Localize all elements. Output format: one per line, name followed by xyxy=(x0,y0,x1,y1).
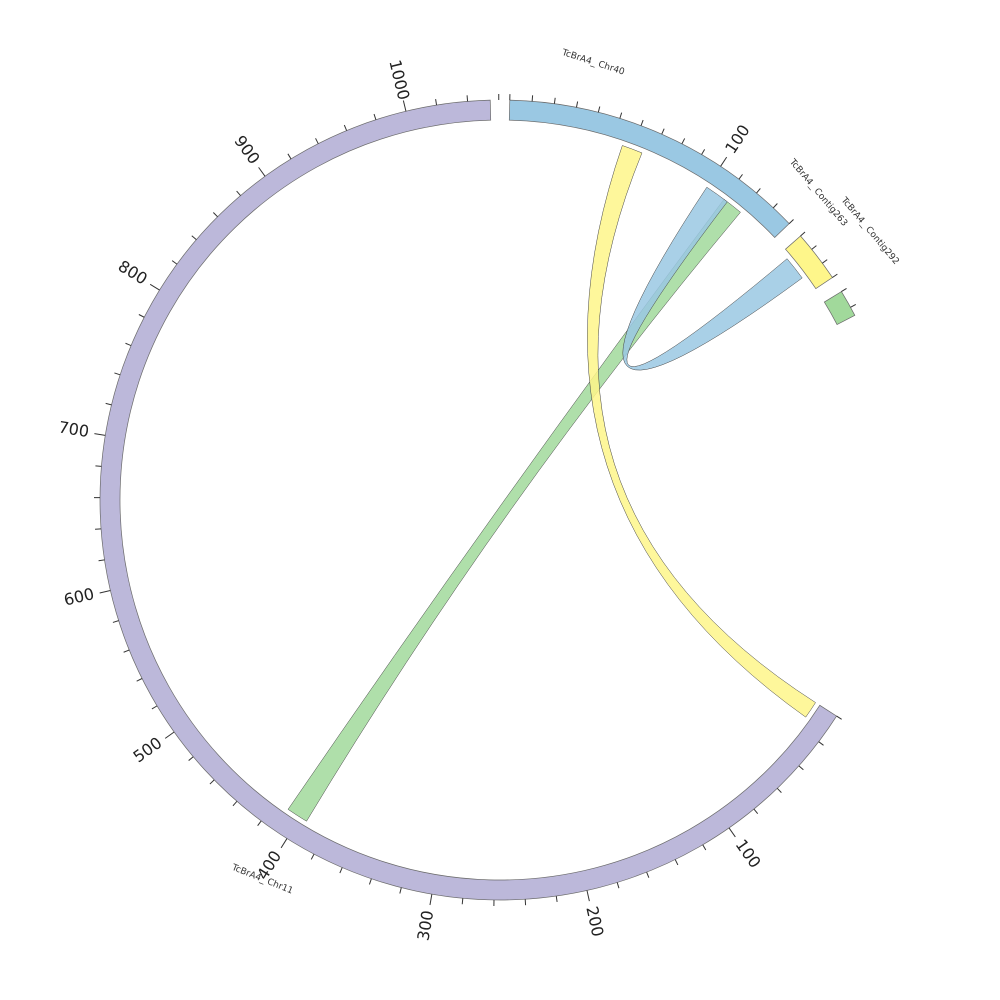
major-tick xyxy=(402,100,407,112)
major-tick xyxy=(94,433,106,436)
minor-tick xyxy=(209,779,215,785)
tick-label-chr11-800: 800 xyxy=(115,256,151,288)
minor-tick xyxy=(616,882,620,889)
major-tick xyxy=(586,890,590,902)
major-tick xyxy=(429,894,433,906)
minor-tick xyxy=(112,620,119,623)
minor-tick xyxy=(232,800,238,807)
minor-tick xyxy=(850,303,857,308)
minor-tick xyxy=(832,273,838,278)
minor-tick xyxy=(105,402,112,406)
minor-tick xyxy=(619,112,623,119)
minor-tick xyxy=(136,678,143,682)
minor-tick xyxy=(123,649,130,653)
minor-tick xyxy=(811,245,817,250)
minor-tick xyxy=(287,153,292,160)
segment-label-contig263: TcBrA4_ Contig263 xyxy=(786,157,849,229)
tick-label-chr11-500: 500 xyxy=(130,733,166,766)
minor-tick xyxy=(315,138,319,144)
minor-tick xyxy=(339,867,343,874)
minor-tick xyxy=(661,128,665,135)
minor-tick xyxy=(646,871,650,878)
minor-tick xyxy=(236,190,241,196)
minor-tick xyxy=(138,314,145,318)
segments-layer xyxy=(99,99,856,901)
minor-tick xyxy=(171,260,178,265)
minor-tick xyxy=(368,878,372,885)
tick-label-chr11-900: 900 xyxy=(230,132,263,168)
segment-contig263 xyxy=(784,235,833,290)
minor-tick xyxy=(125,342,132,347)
minor-tick xyxy=(822,259,828,264)
minor-tick xyxy=(553,97,556,104)
minor-tick xyxy=(818,741,824,746)
minor-tick xyxy=(461,898,464,905)
tick-label-chr11-700: 700 xyxy=(57,417,90,441)
link-chr40-chr11 xyxy=(587,145,816,718)
links-layer xyxy=(287,145,816,822)
minor-tick xyxy=(98,559,105,562)
minor-tick xyxy=(836,715,842,720)
segment-contig292 xyxy=(823,291,856,326)
tick-label-chr40-100: 100 xyxy=(721,121,754,157)
minor-tick xyxy=(753,808,759,815)
minor-tick xyxy=(798,765,804,771)
tick-label-chr11-100: 100 xyxy=(732,836,765,872)
minor-tick xyxy=(257,820,262,827)
segment-label-chr40: TcBrA4_ Chr40 xyxy=(560,48,626,78)
minor-tick xyxy=(756,188,761,194)
minor-tick xyxy=(373,113,377,120)
minor-tick xyxy=(640,119,644,126)
minor-tick xyxy=(738,174,743,180)
minor-tick xyxy=(151,705,158,710)
minor-tick xyxy=(776,787,782,793)
major-tick xyxy=(728,827,736,838)
minor-tick xyxy=(681,138,686,145)
minor-tick xyxy=(701,149,706,155)
minor-tick xyxy=(841,288,847,293)
minor-tick xyxy=(343,124,348,131)
tick-label-chr11-200: 200 xyxy=(582,904,607,938)
segment-chr11 xyxy=(99,99,838,901)
minor-tick xyxy=(95,465,102,467)
tick-label-chr11-300: 300 xyxy=(413,909,437,942)
minor-tick xyxy=(114,372,121,376)
major-tick xyxy=(258,167,266,177)
tick-label-chr11-600: 600 xyxy=(62,584,96,609)
major-tick xyxy=(164,731,175,739)
segment-chr40 xyxy=(508,99,790,238)
minor-tick xyxy=(597,106,601,113)
major-tick xyxy=(149,283,160,291)
minor-tick xyxy=(435,99,438,106)
segment-label-contig292: TcBrA4_ Contig292 xyxy=(838,195,901,267)
major-tick xyxy=(720,156,728,167)
tick-label-chr11-1000: 1000 xyxy=(385,58,413,102)
minor-tick xyxy=(575,101,579,108)
minor-tick xyxy=(555,895,558,903)
major-tick xyxy=(99,590,111,594)
minor-tick xyxy=(800,231,806,237)
minor-tick xyxy=(188,756,194,761)
link-chr40-contig263 xyxy=(622,186,803,371)
minor-tick xyxy=(310,853,315,860)
major-tick xyxy=(280,838,288,849)
minor-tick xyxy=(399,887,402,894)
minor-tick xyxy=(674,859,679,866)
minor-tick xyxy=(788,219,794,225)
link-chr40-chr11 xyxy=(287,198,741,822)
minor-tick xyxy=(191,235,197,241)
minor-tick xyxy=(772,203,778,209)
minor-tick xyxy=(702,844,707,851)
minor-tick xyxy=(212,212,218,218)
